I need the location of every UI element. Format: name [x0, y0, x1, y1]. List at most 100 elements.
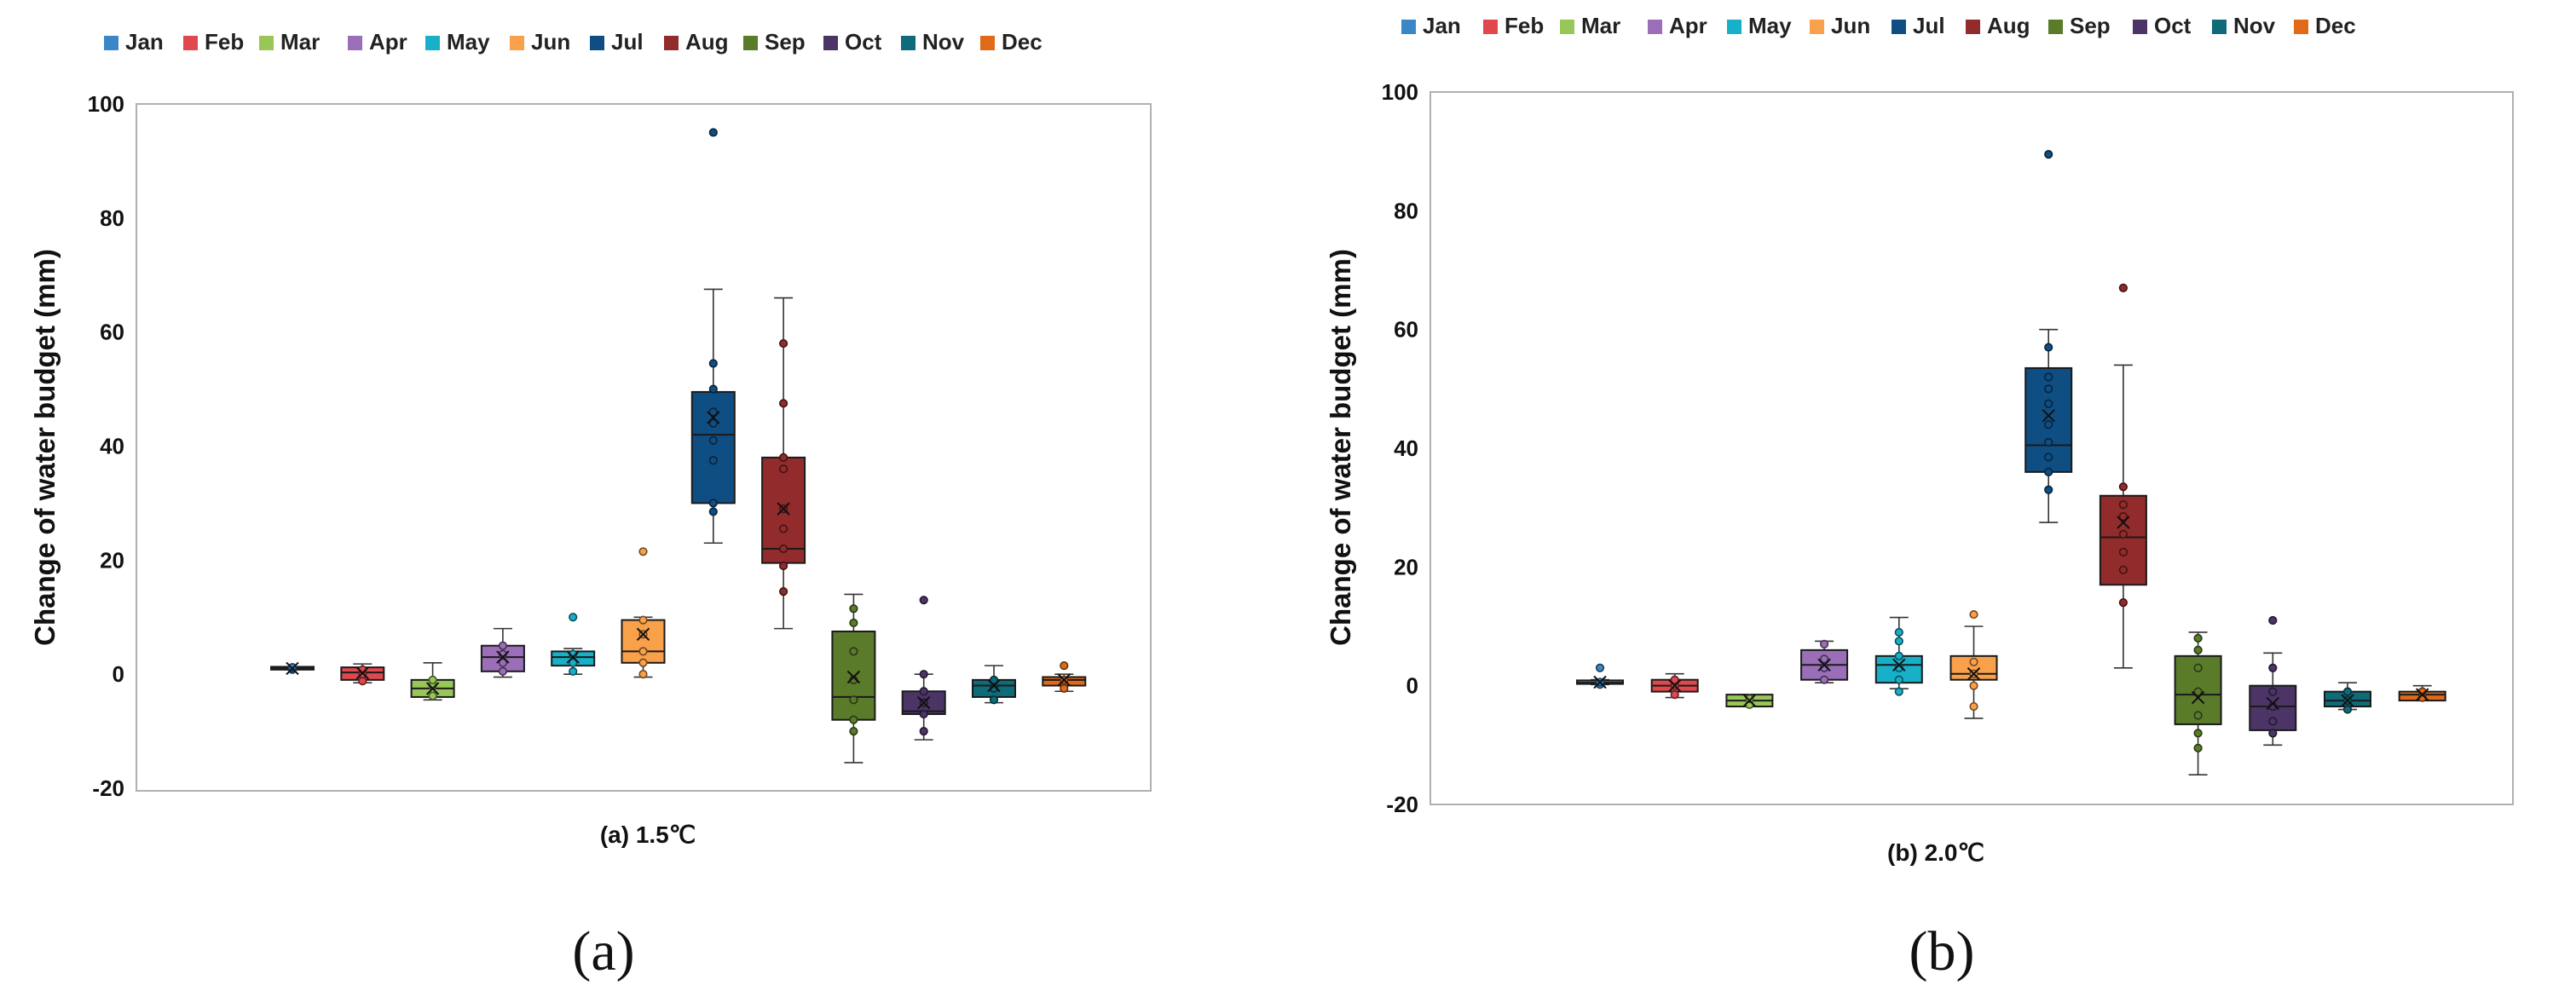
data-point [2044, 437, 2053, 447]
data-point [2268, 615, 2278, 625]
legend-swatch [1560, 20, 1574, 34]
data-point [2193, 729, 2203, 738]
legend-item-sep: Sep [743, 29, 806, 55]
data-point [708, 359, 718, 368]
legend-label: Apr [1669, 13, 1707, 38]
data-point [569, 613, 578, 622]
legend-label: Nov [2233, 13, 2276, 38]
boxes-b [1576, 150, 2446, 775]
legend-label: Feb [1505, 13, 1544, 38]
mean-marker [707, 411, 720, 424]
y-tick-label: 80 [100, 205, 124, 231]
legend-swatch [901, 36, 915, 50]
legend-label: Aug [685, 29, 729, 55]
data-point [708, 128, 718, 137]
data-point [2118, 529, 2128, 539]
data-point [708, 418, 718, 428]
data-point [989, 695, 999, 705]
data-point [989, 675, 999, 684]
box-sep [831, 593, 876, 764]
caption-a: (a) 1.5℃ [600, 821, 696, 848]
y-tick-label: 0 [113, 661, 124, 687]
box-nov [972, 665, 1016, 705]
legend-label: Dec [1002, 29, 1043, 55]
mean-marker [1667, 678, 1682, 693]
data-point [2044, 343, 2053, 352]
data-point [1060, 683, 1069, 693]
box-jan [270, 661, 315, 676]
data-point [1969, 609, 1978, 620]
legend-swatch [590, 36, 604, 50]
legend-item-nov: Nov [2212, 13, 2276, 38]
legend-label: Jan [125, 29, 164, 55]
legend-item-oct: Oct [2133, 13, 2192, 38]
mean-marker [2266, 696, 2280, 711]
mean-marker [1892, 658, 1906, 672]
box-may [551, 613, 596, 676]
data-point [2044, 384, 2053, 394]
mean-marker [2117, 516, 2130, 529]
data-point [2193, 645, 2203, 654]
legend-item-may: May [1727, 13, 1792, 38]
data-point [1969, 681, 1978, 690]
legend-swatch [183, 36, 198, 50]
legend-label: Feb [205, 29, 244, 55]
data-point [1894, 675, 1903, 684]
mean-marker [636, 627, 650, 642]
data-point [638, 547, 648, 556]
box-apr [480, 627, 525, 678]
data-point [498, 658, 508, 667]
legend-swatch [425, 36, 440, 50]
legend-label: Sep [765, 29, 806, 55]
legend-item-aug: Aug [1966, 13, 2030, 38]
data-point [2268, 663, 2278, 672]
box-may [1874, 616, 1923, 696]
data-point [849, 715, 858, 724]
box-dec [2398, 684, 2446, 702]
y-axis-a: -20 0 20 40 60 80 100 [88, 91, 124, 801]
data-point [849, 695, 858, 705]
y-tick-label: 40 [100, 434, 124, 459]
legend-item-jun: Jun [1810, 13, 1870, 38]
legend-swatch [1401, 20, 1416, 34]
data-point [2044, 150, 2053, 159]
box-oct [2249, 615, 2297, 746]
y-tick-label: 40 [1394, 435, 1418, 461]
data-point [778, 524, 788, 533]
legend-swatch [664, 36, 679, 50]
box-jul [2024, 150, 2073, 523]
y-tick-label: 20 [100, 547, 124, 573]
legend-swatch [510, 36, 524, 50]
legend-label: Jul [1913, 13, 1945, 38]
data-point [2118, 482, 2128, 492]
y-tick-label: 100 [88, 91, 124, 117]
mean-marker [2191, 690, 2205, 705]
chart-panel-b: Jan Feb Mar Apr May Jun Jul Aug Sep Oct Nov Dec -20… [1325, 13, 2514, 983]
legend-swatch [2133, 20, 2147, 34]
data-point [2268, 687, 2278, 696]
mean-marker [286, 661, 299, 676]
legend-a: Jan Feb Mar Apr May Jun Jul Aug Sep Oct Nov Dec [104, 29, 1043, 55]
box-oct [901, 596, 946, 741]
legend-label: Sep [2070, 13, 2111, 38]
data-point [428, 691, 437, 700]
legend-swatch [1727, 20, 1741, 34]
legend-swatch [1648, 20, 1662, 34]
legend-item-dec: Dec [2294, 13, 2356, 38]
legend-label: Jun [531, 29, 570, 55]
legend-label: Jul [611, 29, 644, 55]
data-point [1820, 639, 1829, 649]
data-point [1595, 663, 1605, 672]
legend-item-apr: Apr [1648, 13, 1707, 38]
data-point [2044, 485, 2053, 494]
data-point [498, 641, 508, 650]
y-tick-label: 0 [1406, 673, 1418, 699]
panel-label-a: (a) [572, 920, 634, 983]
legend-label: Aug [1987, 13, 2030, 38]
mean-marker [987, 678, 1001, 693]
legend-item-jul: Jul [590, 29, 644, 55]
mean-marker [2341, 694, 2354, 707]
data-point [638, 658, 648, 667]
data-point [708, 507, 718, 516]
data-point [2044, 420, 2053, 429]
